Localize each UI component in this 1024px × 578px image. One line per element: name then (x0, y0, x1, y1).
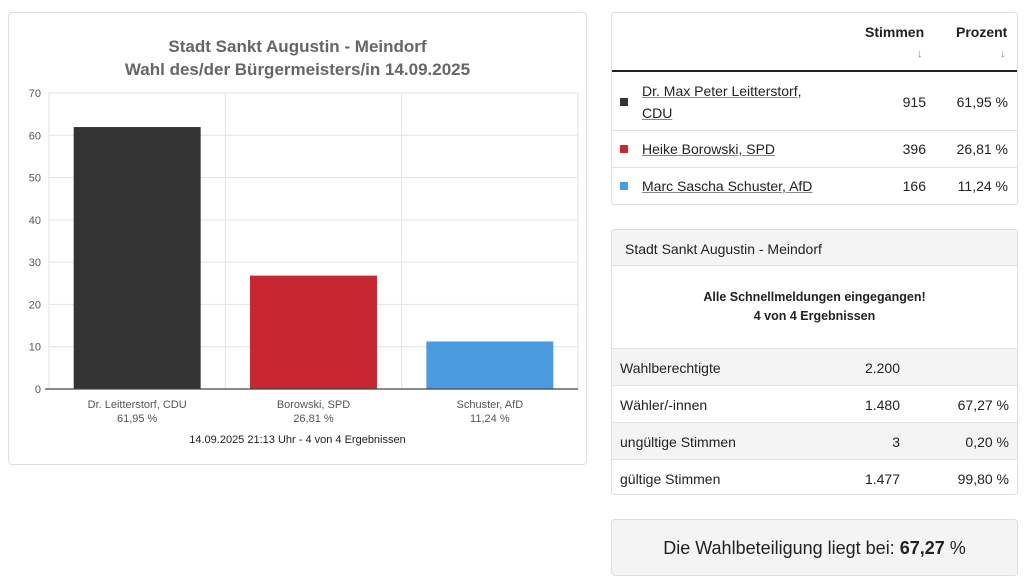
chart-card: Stadt Sankt Augustin - Meindorf Wahl des… (8, 12, 587, 465)
y-tick-label: 10 (29, 342, 41, 354)
y-tick-label: 70 (29, 88, 41, 100)
stat-percent: 0,20 % (965, 434, 1009, 450)
candidate-name-link[interactable]: Heike Borowski, SPD (642, 141, 776, 157)
statistics-header: Stadt Sankt Augustin - Meindorf (612, 230, 1017, 266)
result-row[interactable]: Marc Sascha Schuster, AfD 166 11,24 % (612, 168, 1017, 204)
stat-value: 2.200 (864, 360, 900, 376)
bar-percent-label: 61,95 % (117, 413, 158, 425)
chart-title-line2: Wahl des/der Bürgermeisters/in 14.09.202… (124, 60, 471, 79)
turnout-prefix: Die Wahlbeteiligung liegt bei: (663, 538, 900, 558)
candidate-percent: 26,81 % (956, 141, 1008, 157)
candidate-votes: 166 (902, 178, 926, 194)
stat-row-voters: Wähler/-innen 1.480 67,27 % (612, 385, 1017, 422)
y-tick-label: 60 (29, 130, 41, 142)
candidate-percent: 61,95 % (956, 94, 1008, 110)
stat-value: 3 (892, 434, 900, 450)
stat-label: ungültige Stimmen (620, 434, 736, 450)
candidate-name-link[interactable]: Marc Sascha Schuster, AfD (642, 178, 813, 194)
stat-row-invalid-votes: ungültige Stimmen 3 0,20 % (612, 422, 1017, 459)
color-swatch-icon (620, 145, 628, 153)
results-table-header: Stimmen ↓ Prozent ↓ (612, 13, 1017, 72)
stat-percent: 99,80 % (957, 471, 1009, 487)
percent-column-header[interactable]: Prozent (956, 24, 1008, 40)
bar-chart: 0 10 20 30 40 50 60 70 Dr. Leitterstorf, CDU 61,9… (29, 88, 579, 425)
stat-value: 1.480 (864, 397, 900, 413)
chart-footer: 14.09.2025 21:13 Uhr - 4 von 4 Ergebniss… (189, 434, 406, 446)
turnout-value: 67,27 (899, 538, 945, 558)
turnout-banner: Die Wahlbeteiligung liegt bei: 67,27 % (611, 519, 1018, 576)
stat-percent: 67,27 % (957, 397, 1009, 413)
votes-sort-arrow-icon[interactable]: ↓ (917, 48, 923, 60)
candidate-votes: 915 (902, 94, 926, 110)
x-tick-label: Schuster, AfD (457, 399, 524, 411)
y-tick-label: 0 (35, 384, 41, 396)
stat-label: Wahlberechtigte (620, 360, 721, 376)
y-tick-label: 20 (29, 299, 41, 311)
y-tick-label: 30 (29, 257, 41, 269)
result-row[interactable]: Dr. Max Peter Leitterstorf, CDU 915 61,9… (612, 73, 1017, 131)
bar-percent-label: 11,24 % (470, 413, 510, 425)
bar (73, 127, 201, 389)
statistics-card: Stadt Sankt Augustin - Meindorf Alle Sch… (611, 229, 1018, 495)
percent-sort-arrow-icon[interactable]: ↓ (1000, 48, 1006, 60)
candidate-votes: 396 (902, 141, 926, 157)
y-tick-label: 40 (29, 215, 41, 227)
stat-label: gültige Stimmen (620, 471, 721, 487)
bar-percent-label: 26,81 % (293, 413, 334, 425)
candidate-name-line2: CDU (642, 105, 673, 121)
y-tick-label: 50 (29, 173, 41, 185)
reporting-status-line1: Alle Schnellmeldungen eingegangen! (703, 290, 926, 304)
candidate-percent: 11,24 % (957, 178, 1008, 194)
bar (250, 275, 377, 389)
color-swatch-icon (620, 98, 628, 106)
votes-column-header[interactable]: Stimmen (865, 24, 925, 40)
stat-row-eligible-voters: Wahlberechtigte 2.200 (612, 348, 1017, 385)
color-swatch-icon (620, 182, 628, 190)
stat-row-valid-votes: gültige Stimmen 1.477 99,80 % (612, 459, 1017, 494)
chart-title-line1: Stadt Sankt Augustin - Meindorf (168, 37, 427, 56)
reporting-status-line2: 4 von 4 Ergebnissen (753, 309, 876, 323)
stat-value: 1.477 (864, 471, 900, 487)
x-tick-label: Borowski, SPD (277, 399, 350, 411)
turnout-suffix: % (944, 538, 966, 558)
candidate-name-line1: Dr. Max Peter Leitterstorf, (642, 83, 802, 99)
stat-label: Wähler/-innen (620, 397, 708, 413)
results-table: Stimmen ↓ Prozent ↓ Dr. Max Peter Leitte… (611, 12, 1018, 205)
candidate-name-link[interactable]: Dr. Max Peter Leitterstorf, CDU (642, 80, 802, 124)
x-tick-label: Dr. Leitterstorf, CDU (88, 399, 187, 411)
result-row[interactable]: Heike Borowski, SPD 396 26,81 % (612, 131, 1017, 168)
bar (426, 341, 554, 389)
